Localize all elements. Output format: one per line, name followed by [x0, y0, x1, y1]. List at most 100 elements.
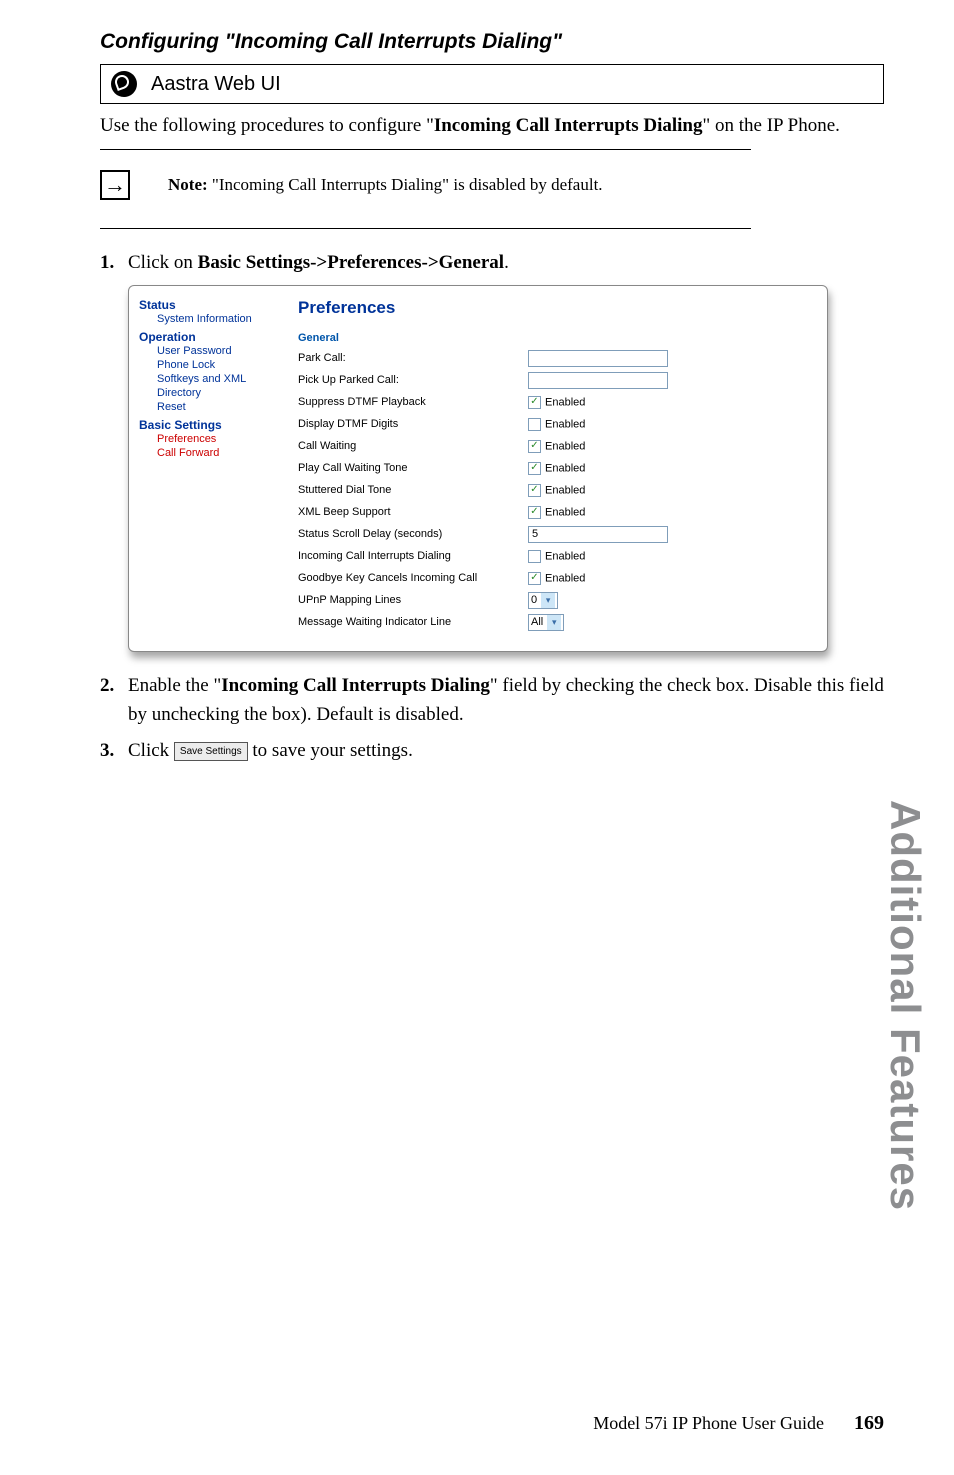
- note-body: "Incoming Call Interrupts Dialing" is di…: [208, 175, 603, 194]
- step-3-prefix: Click: [128, 740, 174, 761]
- label-display-dtmf: Display DTMF Digits: [298, 418, 528, 430]
- note-text-container: Note: "Incoming Call Interrupts Dialing"…: [168, 175, 603, 195]
- preferences-screenshot: Status System Information Operation User…: [128, 285, 828, 652]
- footer-page-number: 169: [854, 1412, 884, 1435]
- label-upnp: UPnP Mapping Lines: [298, 594, 528, 606]
- check-suppress-dtmf[interactable]: ✓: [528, 396, 541, 409]
- row-pickup-parked: Pick Up Parked Call:: [298, 371, 813, 389]
- chevron-down-icon: ▾: [541, 593, 555, 608]
- step-1-bold: Basic Settings->Preferences->General: [198, 252, 504, 273]
- label-goodbye-cancels: Goodbye Key Cancels Incoming Call: [298, 572, 528, 584]
- intro-paragraph: Use the following procedures to configur…: [100, 112, 884, 141]
- row-park-call: Park Call:: [298, 349, 813, 367]
- nav-preferences[interactable]: Preferences: [157, 432, 278, 446]
- nav-sidebar: Status System Information Operation User…: [129, 286, 284, 651]
- row-upnp: UPnP Mapping Lines 0▾: [298, 591, 813, 609]
- select-mwi-value: All: [531, 616, 543, 628]
- step-1-num: 1.: [100, 249, 120, 278]
- row-call-waiting: Call Waiting ✓ Enabled: [298, 437, 813, 455]
- select-upnp[interactable]: 0▾: [528, 592, 558, 609]
- row-stuttered: Stuttered Dial Tone ✓ Enabled: [298, 481, 813, 499]
- step-1: 1. Click on Basic Settings->Preferences-…: [100, 249, 884, 278]
- intro-suffix: " on the IP Phone.: [703, 115, 840, 136]
- input-pickup-parked[interactable]: [528, 372, 668, 389]
- enabled-call-waiting: Enabled: [545, 440, 585, 452]
- step-2: 2. Enable the "Incoming Call Interrupts …: [100, 672, 884, 729]
- check-display-dtmf[interactable]: [528, 418, 541, 431]
- nav-directory[interactable]: Directory: [157, 386, 278, 400]
- note-row: → Note: "Incoming Call Interrupts Dialin…: [100, 170, 884, 200]
- check-play-cw-tone[interactable]: ✓: [528, 462, 541, 475]
- arrow-icon: →: [100, 170, 130, 200]
- row-incoming-interrupts: Incoming Call Interrupts Dialing Enabled: [298, 547, 813, 565]
- enabled-suppress-dtmf: Enabled: [545, 396, 585, 408]
- enabled-xml-beep: Enabled: [545, 506, 585, 518]
- preferences-title: Preferences: [298, 298, 813, 318]
- input-park-call[interactable]: [528, 350, 668, 367]
- enabled-play-cw-tone: Enabled: [545, 462, 585, 474]
- row-display-dtmf: Display DTMF Digits Enabled: [298, 415, 813, 433]
- step-3-num: 3.: [100, 737, 120, 766]
- select-mwi[interactable]: All ▾: [528, 614, 564, 631]
- divider-top: [100, 149, 751, 150]
- label-call-waiting: Call Waiting: [298, 440, 528, 452]
- label-play-cw-tone: Play Call Waiting Tone: [298, 462, 528, 474]
- step-1-prefix: Click on: [128, 252, 198, 273]
- step-3-suffix: to save your settings.: [248, 740, 413, 761]
- row-status-scroll: Status Scroll Delay (seconds): [298, 525, 813, 543]
- enabled-display-dtmf: Enabled: [545, 418, 585, 430]
- row-mwi: Message Waiting Indicator Line All ▾: [298, 613, 813, 631]
- check-call-waiting[interactable]: ✓: [528, 440, 541, 453]
- row-goodbye-cancels: Goodbye Key Cancels Incoming Call ✓ Enabl…: [298, 569, 813, 587]
- check-xml-beep[interactable]: ✓: [528, 506, 541, 519]
- label-park-call: Park Call:: [298, 352, 528, 364]
- nav-softkeys[interactable]: Softkeys and XML: [157, 372, 278, 386]
- nav-reset[interactable]: Reset: [157, 400, 278, 414]
- nav-user-password[interactable]: User Password: [157, 344, 278, 358]
- step-2-num: 2.: [100, 672, 120, 729]
- nav-operation-header[interactable]: Operation: [139, 330, 278, 344]
- divider-bottom: [100, 228, 751, 229]
- save-settings-button-inline: Save Settings: [174, 742, 248, 761]
- label-suppress-dtmf: Suppress DTMF Playback: [298, 396, 528, 408]
- chevron-down-icon: ▾: [547, 615, 561, 630]
- input-status-scroll[interactable]: [528, 526, 668, 543]
- page-footer: Model 57i IP Phone User Guide 169: [593, 1412, 884, 1435]
- enabled-goodbye-cancels: Enabled: [545, 572, 585, 584]
- intro-prefix: Use the following procedures to configur…: [100, 115, 434, 136]
- select-upnp-value: 0: [531, 594, 537, 606]
- check-stuttered[interactable]: ✓: [528, 484, 541, 497]
- check-goodbye-cancels[interactable]: ✓: [528, 572, 541, 585]
- enabled-stuttered: Enabled: [545, 484, 585, 496]
- label-mwi: Message Waiting Indicator Line: [298, 616, 528, 628]
- section-heading: Configuring "Incoming Call Interrupts Di…: [100, 30, 884, 54]
- row-xml-beep: XML Beep Support ✓ Enabled: [298, 503, 813, 521]
- step-3: 3. Click Save Settings to save your sett…: [100, 737, 884, 766]
- label-status-scroll: Status Scroll Delay (seconds): [298, 528, 528, 540]
- step-2-bold: Incoming Call Interrupts Dialing: [221, 675, 490, 696]
- step-1-suffix: .: [504, 252, 509, 273]
- label-pickup-parked: Pick Up Parked Call:: [298, 374, 528, 386]
- nav-call-forward[interactable]: Call Forward: [157, 446, 278, 460]
- side-chapter-title: Additional Features: [881, 800, 929, 1211]
- step-3-body: Click Save Settings to save your setting…: [128, 737, 413, 766]
- globe-icon: [111, 71, 137, 97]
- general-section-label: General: [298, 332, 813, 344]
- nav-system-info[interactable]: System Information: [157, 312, 278, 326]
- nav-status-header[interactable]: Status: [139, 298, 278, 312]
- nav-basic-settings-header[interactable]: Basic Settings: [139, 418, 278, 432]
- note-label: Note:: [168, 175, 208, 194]
- label-incoming-interrupts: Incoming Call Interrupts Dialing: [298, 550, 528, 562]
- check-incoming-interrupts[interactable]: [528, 550, 541, 563]
- label-xml-beep: XML Beep Support: [298, 506, 528, 518]
- label-stuttered: Stuttered Dial Tone: [298, 484, 528, 496]
- enabled-incoming-interrupts: Enabled: [545, 550, 585, 562]
- step-1-body: Click on Basic Settings->Preferences->Ge…: [128, 249, 509, 278]
- intro-bold: Incoming Call Interrupts Dialing: [434, 115, 703, 136]
- web-ui-header-box: Aastra Web UI: [100, 64, 884, 104]
- step-2-body: Enable the "Incoming Call Interrupts Dia…: [128, 672, 884, 729]
- nav-phone-lock[interactable]: Phone Lock: [157, 358, 278, 372]
- row-play-cw-tone: Play Call Waiting Tone ✓ Enabled: [298, 459, 813, 477]
- row-suppress-dtmf: Suppress DTMF Playback ✓ Enabled: [298, 393, 813, 411]
- preferences-content: Preferences General Park Call: Pick Up P…: [284, 286, 827, 651]
